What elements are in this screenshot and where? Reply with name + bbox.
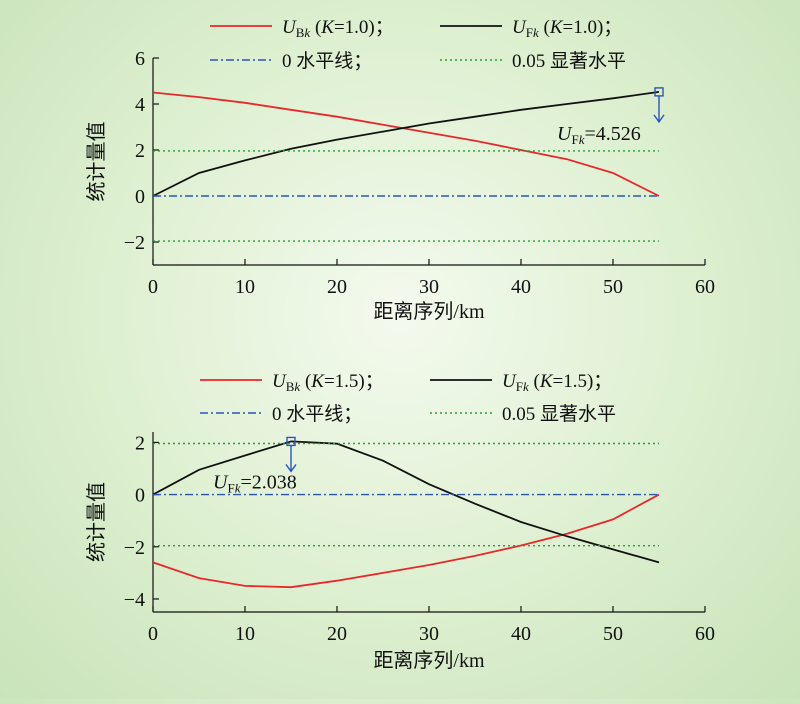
legend-entry-label: 0 水平线； — [282, 50, 372, 72]
legend-entry-label: 0 水平线； — [272, 403, 362, 425]
y-tick-label: 4 — [135, 94, 145, 116]
y-tick-label: 0 — [135, 186, 145, 208]
x-tick-label: 30 — [419, 276, 439, 298]
legend-entry-label: UFk (K=1.0)； — [512, 17, 622, 40]
chart-panel-2: 0 10 20 30 40 50 60 −4 −2 0 2 距离序列/km 统计量值 UFk=2.038 — [85, 379, 715, 672]
series-line-2 — [152, 440, 660, 564]
y-tick-label: 0 — [135, 485, 145, 507]
x-tick-label: 30 — [419, 623, 439, 645]
y-tick-label: 6 — [135, 48, 145, 70]
legend-entry-label: 0.05 显著水平 — [502, 403, 616, 425]
y-tick-label: 2 — [135, 432, 145, 454]
x-tick-label: 60 — [695, 623, 715, 645]
series-line-2 — [152, 91, 660, 197]
x-tick-label: 60 — [695, 276, 715, 298]
series-line-1 — [152, 493, 660, 589]
x-axis-label: 距离序列/km — [373, 649, 485, 672]
x-tick-label: 50 — [603, 276, 623, 298]
x-tick-label: 50 — [603, 623, 623, 645]
x-tick-label: 0 — [148, 623, 158, 645]
legend-entry-label: UBk (K=1.5)； — [272, 371, 384, 394]
series-line-1 — [152, 91, 660, 197]
legend-entry-label: UFk (K=1.5)； — [502, 371, 612, 394]
y-axis-label: 统计量值 — [85, 122, 108, 202]
x-tick-label: 10 — [235, 276, 255, 298]
legend-entry-label: 0.05 显著水平 — [512, 50, 626, 72]
y-tick-label: −2 — [124, 232, 145, 254]
annotation-arrow-head — [285, 464, 297, 473]
x-tick-label: 10 — [235, 623, 255, 645]
y-tick-label: −2 — [124, 537, 145, 559]
x-axis-label: 距离序列/km — [373, 300, 485, 323]
x-tick-label: 20 — [327, 623, 347, 645]
x-tick-label: 40 — [511, 623, 531, 645]
annotation-label: UFk=4.526 — [557, 123, 641, 147]
y-axis-label: 统计量值 — [85, 482, 108, 562]
x-tick-label: 0 — [148, 276, 158, 298]
y-tick-label: 2 — [135, 140, 145, 162]
annotation-label: UFk=2.038 — [213, 471, 297, 495]
y-tick-label: −4 — [124, 589, 145, 611]
annotation-arrow-head — [653, 114, 665, 124]
legend-entry-label: UBk (K=1.0)； — [282, 17, 394, 40]
x-tick-label: 40 — [511, 276, 531, 298]
x-tick-label: 20 — [327, 276, 347, 298]
